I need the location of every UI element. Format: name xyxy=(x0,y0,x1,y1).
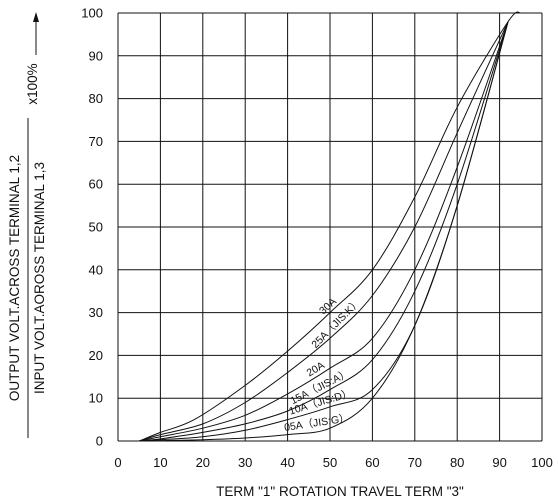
y-axis-multiplier: x100% xyxy=(25,63,40,104)
x-tick-label: 80 xyxy=(450,455,464,470)
x-tick-label: 60 xyxy=(365,455,379,470)
y-tick-label: 60 xyxy=(89,177,103,192)
x-tick-label: 50 xyxy=(323,455,337,470)
y-tick-label: 0 xyxy=(96,434,103,449)
y-tick-label: 30 xyxy=(89,305,103,320)
series-label: 20A xyxy=(305,359,327,379)
curves xyxy=(139,11,522,442)
x-tick-label: 0 xyxy=(114,455,121,470)
y-tick-label: 100 xyxy=(81,6,103,21)
y-axis-label-numerator: OUTPUT VOLT.ACROSS TERMINAL 1,2 xyxy=(7,155,22,401)
y-tick-label: 10 xyxy=(89,391,103,406)
y-tick-label: 90 xyxy=(89,48,103,63)
y-tick-label: 80 xyxy=(89,91,103,106)
series-label: 30A xyxy=(317,296,339,317)
series-line xyxy=(139,21,509,442)
x-tick-label: 100 xyxy=(531,455,553,470)
y-tick-label: 50 xyxy=(89,220,103,235)
grid xyxy=(117,12,543,442)
curve-labels: 30A25A（JIS:K）20A15A（JIS:A）10A（JIS:D）05A（… xyxy=(283,296,363,434)
y-tick-label: 70 xyxy=(89,134,103,149)
y-axis-label-denominator: INPUT VOLT.AOROSS TERMINAL 1,3 xyxy=(32,162,47,394)
multiplier-arrow-head-icon xyxy=(33,12,39,22)
x-tick-label: 90 xyxy=(492,455,506,470)
tick-labels: 0 10 20 30 40 50 60 70 80 90 100 0 10 20 30 40 50 60 70 80 9… xyxy=(81,6,553,471)
x-tick-label: 40 xyxy=(280,455,294,470)
y-tick-label: 40 xyxy=(89,262,103,277)
series-line xyxy=(139,21,509,442)
x-tick-label: 30 xyxy=(238,455,252,470)
y-axis-label: OUTPUT VOLT.ACROSS TERMINAL 1,2 INPUT VO… xyxy=(7,12,47,438)
series-line xyxy=(139,21,509,442)
y-tick-label: 20 xyxy=(89,348,103,363)
x-axis-label: TERM "1" ROTATION TRAVEL TERM "3" xyxy=(216,484,464,499)
x-tick-label: 70 xyxy=(408,455,422,470)
series-line xyxy=(139,11,522,442)
series-line xyxy=(139,21,509,442)
x-tick-label: 20 xyxy=(196,455,210,470)
x-tick-label: 10 xyxy=(153,455,167,470)
